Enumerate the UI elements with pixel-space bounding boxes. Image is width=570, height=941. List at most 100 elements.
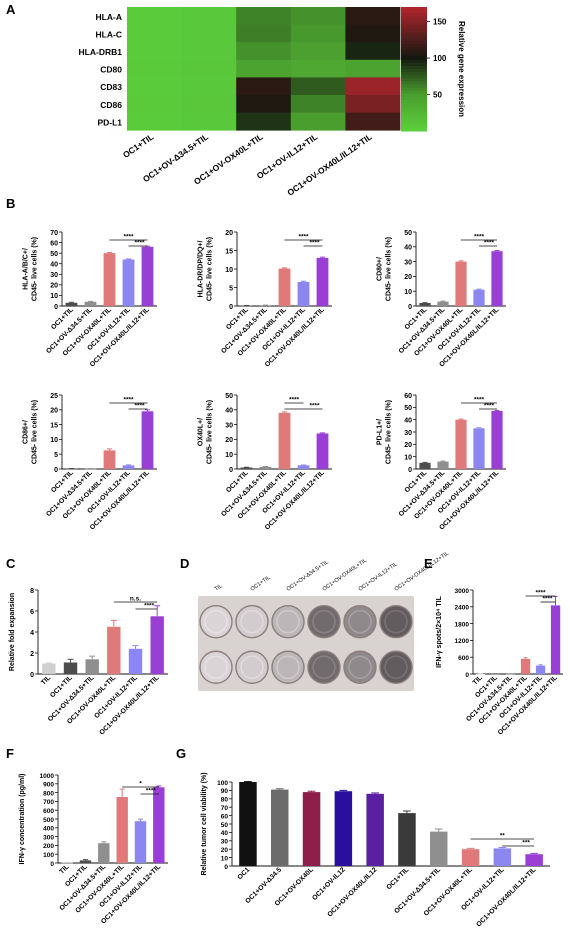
bar [141,246,154,306]
y-tick-label: 300 [43,834,54,841]
colorbar-segment [401,50,427,54]
panel-label-d: D [180,556,189,571]
panel-label-b: B [6,196,15,211]
colorbar-segment [401,109,427,113]
y-tick-label: 20 [50,283,58,290]
y-tick-label: 40 [225,408,233,415]
y-tick-label: 5 [54,452,58,459]
well [343,650,377,684]
bar [42,663,56,674]
bar [103,450,116,469]
heatmap-cell [290,7,346,25]
colorbar-tick-label: 150 [433,18,447,27]
y-tick-label: 800 [43,790,54,797]
y-tick-label: 0 [50,861,54,868]
heatmap-cell [290,112,346,131]
bar [61,862,73,864]
plate-column-label: OC1+OV-IL12+TIL [358,561,399,592]
bar [278,412,291,469]
y-axis-label: HLA-A/B/C+/ [23,248,30,290]
y-tick-label: 40 [404,417,412,424]
y-tick-label: 50 [225,393,233,400]
heatmap-row-label: CD83 [100,82,122,92]
significance-label: **** [309,240,320,247]
heatmap-cell [290,59,346,78]
heatmap-cell [127,7,182,25]
well [235,650,269,684]
plate-background [198,596,414,691]
bar [128,648,143,674]
y-tick-label: 600 [43,808,54,815]
well [271,604,305,639]
bar [473,428,485,469]
significance-label: **** [298,234,309,241]
colorbar-segment [401,56,427,61]
colorbar-segment [401,7,427,11]
well [307,604,341,639]
heatmap-cell [127,112,182,131]
heatmap-row-label: HLA-DRB1 [79,47,123,57]
plate-column-label: TIL [214,583,224,592]
heatmap-cell [236,112,292,131]
well-ring [240,655,264,679]
category-label: OC1+TIL [385,866,410,891]
panel-label-a: A [6,2,16,17]
y-tick-label: 0 [30,672,34,679]
heatmap-row-label: HLA-C [96,29,122,39]
heatmap-row-label: PD-L1 [97,117,122,127]
y-axis-label: IFN-γ spots/2×10⁴ TIL [436,595,443,667]
y-tick-label: 40 [221,830,229,837]
y-tick-label: 30 [221,839,229,846]
well [343,604,377,639]
well-ring [384,655,408,679]
bar [297,281,310,306]
significance-label: **** [134,240,145,247]
y-tick-label: 25 [50,393,58,400]
bar [334,791,353,866]
colorbar-tick-label: 100 [433,54,447,63]
panel-label-f: F [6,746,14,761]
y-tick-label: 10 [225,267,233,274]
y-tick-label: 15 [50,422,58,429]
colorbar-segment [401,127,427,132]
y-tick-label: 10 [221,855,229,862]
colorbar-segment [401,59,427,64]
colorbar-segment [401,31,427,36]
y-tick-label: 30 [404,259,412,266]
heatmap-panel: HLA-A HLA-C HLA-DRB1 CD80 CD83 CD86 PD-L1 OC1+T… [79,7,466,198]
significance-label: **** [484,240,495,247]
y-tick-label: 90 [221,788,229,795]
heatmap-cell [236,77,292,96]
well-ring [276,609,300,634]
well-ring [348,609,372,634]
well [379,650,413,684]
bar [122,465,135,469]
well-ring [204,609,228,634]
bar [461,849,480,866]
bar [103,253,116,306]
bar [437,301,449,306]
significance-label: *** [522,840,530,847]
well-ring [276,655,300,679]
significance-label: **** [474,397,485,404]
y-tick-label: 3000 [455,588,470,595]
heatmap-cell [345,7,401,25]
y-tick-label: 60 [50,240,58,247]
well-ring [204,655,228,679]
bar [153,787,165,863]
bar [491,411,503,469]
y-tick-label: 0 [465,672,469,679]
significance-label: **** [123,234,134,241]
colorbar-segment [401,69,427,73]
well [271,650,305,684]
colorbar-label: Relative gene expression [457,21,466,117]
y-tick-label: 10 [50,293,58,300]
well-ring [348,655,372,679]
heatmap-cell [181,7,237,25]
bar [116,797,128,863]
heatmap-cell [236,42,292,61]
colorbar-segment [401,112,427,116]
y-tick-label: 500 [43,817,54,824]
bar [134,821,147,863]
